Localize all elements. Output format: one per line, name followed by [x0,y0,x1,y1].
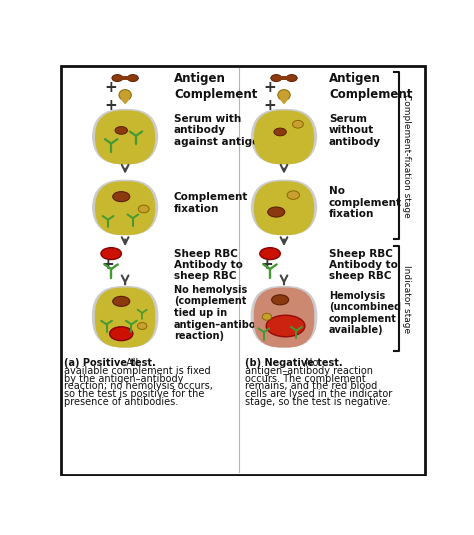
Ellipse shape [278,89,290,101]
Text: Hemolysis
(uncombined
complement
available): Hemolysis (uncombined complement availab… [329,291,401,335]
Text: presence of antibodies.: presence of antibodies. [64,397,178,407]
Text: All: All [123,358,138,368]
Text: Sheep RBC: Sheep RBC [329,249,393,258]
Ellipse shape [260,248,280,259]
Ellipse shape [113,296,130,307]
Text: antigen–antibody reaction: antigen–antibody reaction [245,366,373,376]
Ellipse shape [128,74,138,81]
Ellipse shape [115,127,128,134]
Ellipse shape [268,207,285,217]
Text: remains, and the red blood: remains, and the red blood [245,381,377,392]
FancyBboxPatch shape [251,109,317,164]
Ellipse shape [262,314,272,320]
Text: stage, so the test is negative.: stage, so the test is negative. [245,397,391,407]
Text: +: + [264,80,276,95]
Text: Serum with
antibody
against antigen: Serum with antibody against antigen [174,114,266,147]
Text: +: + [102,257,114,272]
FancyBboxPatch shape [254,110,314,164]
Bar [278,76,290,80]
Polygon shape [280,99,288,103]
Text: Antigen: Antigen [174,72,226,85]
Text: +: + [261,257,273,272]
Text: +: + [105,98,118,113]
Ellipse shape [272,295,289,305]
Ellipse shape [138,205,149,213]
FancyBboxPatch shape [95,287,155,348]
FancyBboxPatch shape [254,287,314,348]
Text: Serum
without
antibody: Serum without antibody [329,114,381,147]
Ellipse shape [112,74,123,81]
Text: Antibody to
sheep RBC: Antibody to sheep RBC [329,260,398,281]
Text: cells are lysed in the indicator: cells are lysed in the indicator [245,389,392,399]
Text: No
complement
fixation: No complement fixation [329,186,402,219]
FancyBboxPatch shape [92,286,158,348]
Ellipse shape [101,248,121,259]
Bar [119,76,131,80]
Polygon shape [121,99,129,103]
Text: Complement
fixation: Complement fixation [174,192,248,213]
Ellipse shape [137,323,147,330]
Ellipse shape [113,192,130,202]
FancyBboxPatch shape [95,110,155,164]
Ellipse shape [274,128,286,136]
Text: No hemolysis
(complement
tied up in
antigen–antibody
reaction): No hemolysis (complement tied up in anti… [174,285,270,341]
Text: Indicator stage: Indicator stage [402,265,411,333]
Text: Complement: Complement [174,88,257,102]
Text: reaction; no hemolysis occurs,: reaction; no hemolysis occurs, [64,381,213,392]
Ellipse shape [287,191,300,200]
FancyBboxPatch shape [92,180,158,235]
FancyBboxPatch shape [251,286,317,348]
Text: (a) Positive test.: (a) Positive test. [64,358,155,368]
Ellipse shape [292,120,303,128]
Text: +: + [105,80,118,95]
FancyBboxPatch shape [254,181,314,235]
Text: No: No [302,358,318,368]
Ellipse shape [109,327,133,341]
Ellipse shape [286,74,297,81]
Text: Antigen: Antigen [329,72,381,85]
Text: Antibody to
sheep RBC: Antibody to sheep RBC [174,260,243,281]
Ellipse shape [119,89,131,101]
Ellipse shape [266,315,305,337]
Text: +: + [264,98,276,113]
Ellipse shape [271,74,282,81]
Text: so the test is positive for the: so the test is positive for the [64,389,204,399]
Text: available complement is fixed: available complement is fixed [64,366,210,376]
Text: (b) Negative test.: (b) Negative test. [245,358,343,368]
Text: Complement-fixation stage: Complement-fixation stage [402,94,411,217]
Text: Sheep RBC: Sheep RBC [174,249,238,258]
FancyBboxPatch shape [251,180,317,235]
FancyBboxPatch shape [92,109,158,164]
FancyBboxPatch shape [95,181,155,235]
Text: Complement: Complement [329,88,412,102]
Text: occurs. The complement: occurs. The complement [245,374,366,384]
Text: by the antigen–antibody: by the antigen–antibody [64,374,183,384]
